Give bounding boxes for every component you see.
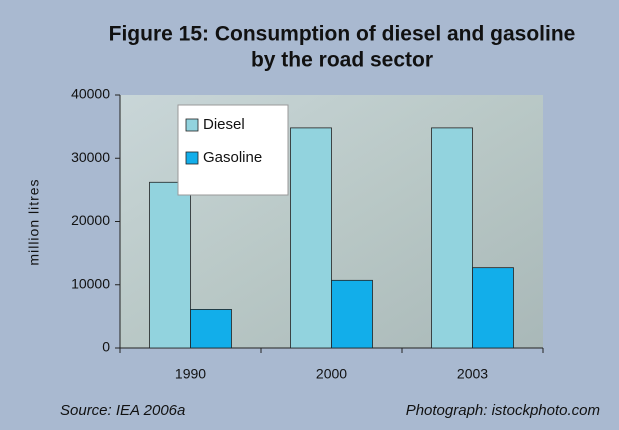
x-tick-label: 2003 [457,366,488,382]
y-axis-label: million litres [26,178,42,265]
chart-title: Figure 15: Consumption of diesel and gas… [109,23,576,46]
y-tick-label: 0 [102,339,110,355]
legend-swatch [185,151,199,165]
x-tick-label: 1990 [175,366,206,382]
legend-label: Diesel [203,116,245,133]
y-tick-label: 10000 [71,275,110,291]
bar [472,267,514,349]
chart-title: by the road sector [251,49,433,72]
y-tick-label: 20000 [71,212,110,228]
y-tick-label: 40000 [71,86,110,102]
legend-swatch [185,118,199,132]
bar [290,127,332,349]
y-tick-label: 30000 [71,149,110,165]
bar [149,181,191,349]
bar [431,127,473,349]
source: Source: IEA 2006a [60,402,185,419]
credit: Photograph: istockphoto.com [406,402,600,419]
bar [190,309,232,349]
legend-label: Gasoline [203,149,262,166]
x-tick-label: 2000 [316,366,347,382]
bar [331,279,373,349]
